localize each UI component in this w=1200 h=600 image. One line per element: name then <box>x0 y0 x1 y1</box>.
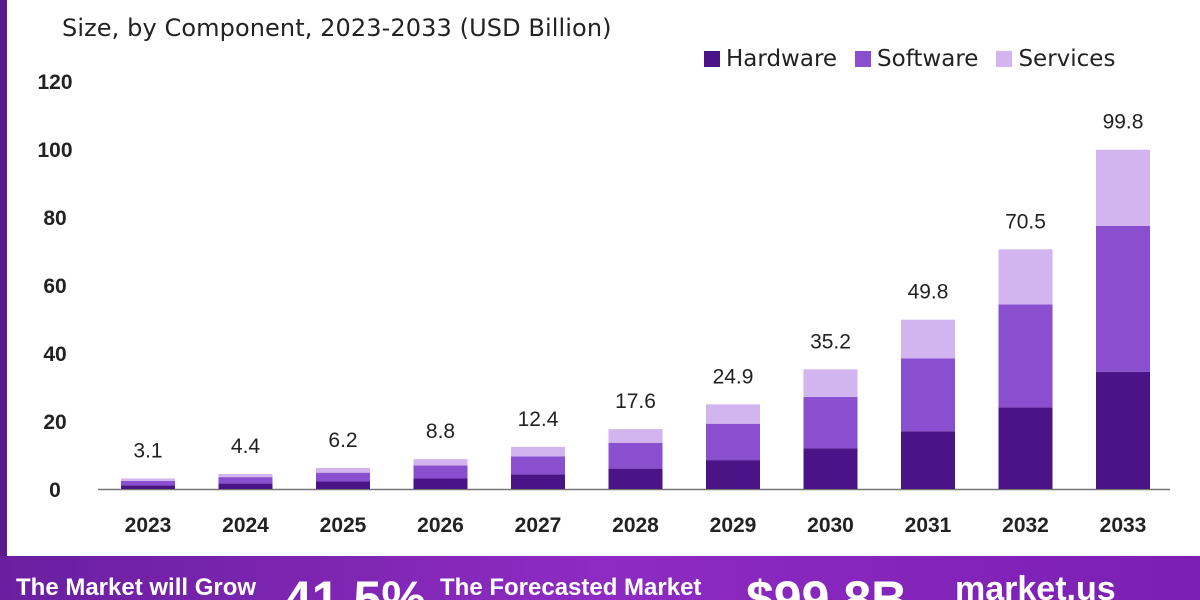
bar-software-2027 <box>511 456 565 475</box>
bar-services-2029 <box>706 404 760 424</box>
y-tick-label: 80 <box>43 207 66 230</box>
bar-hardware-2031 <box>901 431 955 489</box>
bar-software-2033 <box>1096 225 1150 372</box>
legend-item-services: Services <box>996 46 1115 72</box>
legend-item-software: Software <box>855 46 978 72</box>
bar-software-2025 <box>316 472 370 482</box>
bar-software-2024 <box>218 477 273 484</box>
legend-swatch-services <box>996 51 1013 67</box>
bar-services-2032 <box>998 249 1053 305</box>
bar-hardware-2029 <box>706 460 760 489</box>
bar-software-2030 <box>803 396 858 449</box>
bar-hardware-2023 <box>121 485 175 489</box>
x-tick-label: 2033 <box>1100 514 1147 537</box>
x-tick-label: 2025 <box>320 514 367 537</box>
legend-label-hardware: Hardware <box>726 46 838 72</box>
bar-hardware-2032 <box>998 407 1053 489</box>
bar-total-label: 17.6 <box>615 390 656 413</box>
legend-label-services: Services <box>1018 46 1116 72</box>
x-tick-label: 2024 <box>222 514 269 537</box>
legend-swatch-software <box>855 51 872 67</box>
bar-services-2027 <box>511 446 565 457</box>
bar-software-2031 <box>901 358 955 432</box>
y-tick-label: 100 <box>37 139 72 162</box>
bar-software-2032 <box>998 304 1053 408</box>
bar-hardware-2030 <box>803 448 858 489</box>
y-tick-label: 40 <box>43 343 66 366</box>
bar-hardware-2024 <box>218 483 273 489</box>
bar-services-2033 <box>1096 149 1150 226</box>
x-tick-label: 2023 <box>125 514 172 537</box>
bar-hardware-2027 <box>511 474 565 489</box>
bar-services-2028 <box>608 429 663 443</box>
left-accent-bar <box>0 0 7 560</box>
chart-subtitle: Size, by Component, 2023-2033 (USD Billi… <box>62 14 612 42</box>
bar-total-label: 70.5 <box>1005 210 1046 233</box>
footer-forecast-text: The Forecasted Market <box>440 574 702 600</box>
x-tick-label: 2029 <box>710 514 757 537</box>
x-tick-label: 2026 <box>417 514 464 537</box>
stacked-bar-chart: 0 20 40 60 80 100 120 3.1 2023 4.4 2024 6.2 2025 8.8 2… <box>37 71 1170 537</box>
legend-label-software: Software <box>877 46 979 72</box>
bar-services-2026 <box>413 459 468 466</box>
bar-total-label: 4.4 <box>231 435 261 458</box>
bar-hardware-2033 <box>1096 371 1150 489</box>
footer-banner: The Market will Grow 41.5% The Forecaste… <box>0 556 1200 600</box>
y-tick-label: 0 <box>49 479 61 502</box>
bar-services-2023 <box>121 478 175 481</box>
bar-services-2031 <box>901 319 955 359</box>
x-tick-label: 2027 <box>515 514 562 537</box>
footer-brand: market.us <box>955 570 1116 600</box>
bar-total-label: 12.4 <box>518 408 559 431</box>
y-tick-label: 60 <box>43 275 66 298</box>
x-tick-label: 2031 <box>905 514 952 537</box>
bar-software-2023 <box>121 480 175 486</box>
bar-hardware-2026 <box>413 478 468 489</box>
chart-legend: Hardware Software Services <box>704 46 1115 72</box>
bar-total-label: 35.2 <box>810 330 851 353</box>
bar-total-label: 3.1 <box>133 439 162 462</box>
footer-cagr: 41.5% <box>284 571 426 600</box>
bar-total-label: 49.8 <box>908 281 949 304</box>
x-tick-label: 2028 <box>612 514 659 537</box>
bar-software-2026 <box>413 465 468 479</box>
bar-services-2030 <box>803 369 858 397</box>
y-tick-label: 120 <box>37 71 72 94</box>
bar-hardware-2025 <box>316 481 370 489</box>
legend-item-hardware: Hardware <box>704 46 837 72</box>
bar-services-2025 <box>316 467 370 473</box>
bar-software-2028 <box>608 442 663 469</box>
footer-grow-text: The Market will Grow <box>16 574 257 600</box>
bar-services-2024 <box>218 474 273 478</box>
bar-software-2029 <box>706 423 760 461</box>
bar-total-label: 99.8 <box>1103 111 1144 134</box>
x-tick-label: 2030 <box>807 514 854 537</box>
y-tick-label: 20 <box>43 411 66 434</box>
bar-hardware-2028 <box>608 468 663 489</box>
footer-forecast-value: $99.8B <box>746 571 908 600</box>
x-tick-label: 2032 <box>1002 514 1049 537</box>
bar-total-label: 6.2 <box>328 429 357 452</box>
bar-total-label: 8.8 <box>426 420 455 443</box>
bar-total-label: 24.9 <box>713 365 754 388</box>
legend-swatch-hardware <box>704 51 720 67</box>
